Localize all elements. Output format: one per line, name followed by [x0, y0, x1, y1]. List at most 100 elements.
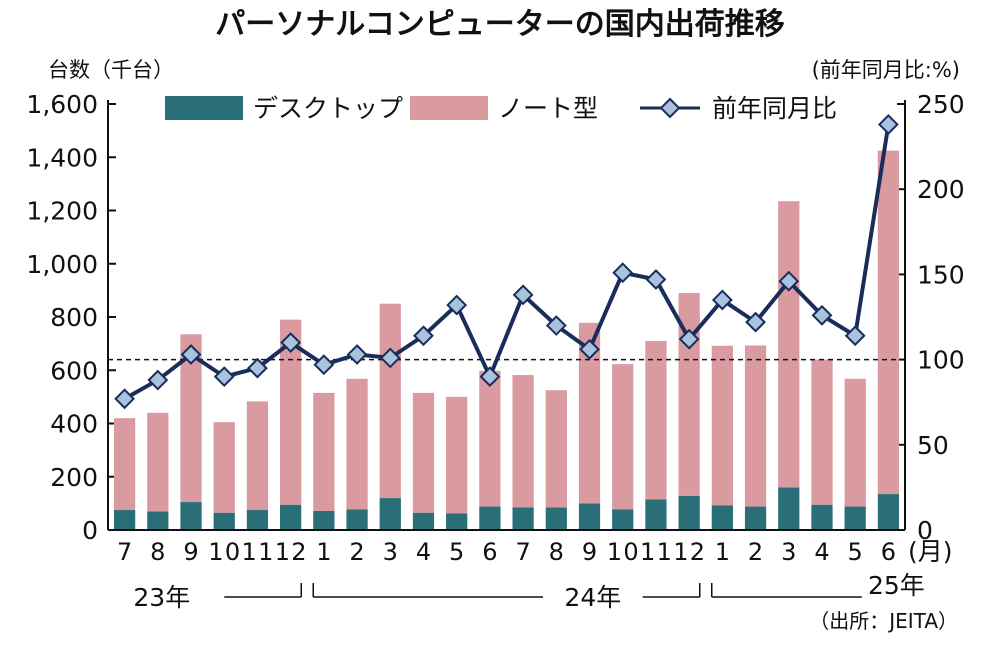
left-axis-ticks: 0 200 400 600 800 1,000 1,200 1,400 1,600	[26, 90, 116, 545]
bar-desktop	[280, 504, 302, 530]
bar-desktop	[778, 487, 800, 530]
yoy-marker	[811, 304, 833, 326]
axis-frame	[107, 100, 906, 531]
bar-notebook	[877, 150, 900, 495]
source-note: （出所：JEITA）	[809, 609, 958, 633]
legend-swatch-desktop	[165, 96, 243, 120]
bar-notebook	[645, 340, 667, 500]
bar-series	[113, 150, 900, 530]
legend-label-desktop: デスクトップ	[253, 94, 403, 123]
bar-desktop	[113, 510, 136, 530]
bar-notebook	[346, 378, 368, 510]
bar-notebook	[811, 359, 833, 505]
yoy-marker	[612, 262, 634, 284]
bar-desktop	[246, 510, 269, 530]
year-label-25: 25年	[868, 571, 925, 600]
bar-notebook	[778, 201, 800, 488]
bar-desktop	[180, 502, 202, 530]
x-axis-ticks: 7 8 9 10 11 12 1 2 3 4 5 6 7 8 9 10 11 12 1 2 3 4 5 6	[117, 538, 896, 566]
legend: デスクトップ ノート型 前年同月比	[165, 94, 837, 123]
yoy-marker	[877, 114, 899, 135]
x-tick-label: 10	[208, 538, 240, 566]
x-tick-label: 12	[673, 538, 705, 566]
year-label-24: 24年	[564, 583, 621, 612]
right-tick-label: 200	[917, 175, 965, 204]
yoy-marker	[147, 369, 169, 391]
left-tick-label: 1,000	[26, 250, 98, 279]
bar-notebook	[280, 319, 302, 505]
x-tick-label: 2	[349, 538, 364, 566]
year-labels: 23年 24年 25年	[133, 571, 924, 612]
bar-notebook	[113, 418, 136, 511]
bar-desktop	[645, 499, 667, 530]
x-tick-label: 5	[848, 538, 863, 566]
yoy-marker	[280, 332, 302, 353]
yoy-marker	[579, 338, 600, 360]
right-tick-label: 100	[917, 346, 965, 375]
bar-desktop	[844, 506, 866, 530]
x-tick-label: 2	[748, 538, 763, 566]
yoy-marker	[180, 344, 202, 365]
left-tick-label: 200	[50, 463, 98, 492]
x-tick-label: 9	[582, 538, 597, 566]
yoy-marker	[711, 289, 733, 311]
bar-notebook	[446, 396, 468, 514]
bar-notebook	[744, 345, 767, 507]
x-tick-label: 6	[482, 538, 497, 566]
bar-desktop	[512, 507, 534, 530]
yoy-marker	[446, 294, 468, 316]
bar-desktop	[877, 494, 900, 530]
bar-notebook	[246, 401, 269, 511]
bar-desktop	[744, 506, 767, 530]
x-tick-label: 7	[117, 538, 132, 566]
x-tick-label: 1	[316, 538, 331, 566]
legend-label-notebook: ノート型	[498, 94, 598, 123]
left-tick-label: 1,400	[26, 143, 98, 172]
yoy-marker	[479, 366, 501, 388]
left-tick-label: 400	[50, 410, 98, 439]
bar-desktop	[379, 498, 401, 530]
left-tick-label: 1,200	[26, 197, 98, 226]
chart-title: パーソナルコンピューターの国内出荷推移	[215, 7, 784, 42]
left-tick-label: 800	[50, 303, 98, 332]
x-tick-label: 12	[275, 538, 307, 566]
bar-notebook	[180, 334, 202, 503]
left-tick-label: 0	[82, 516, 98, 545]
x-tick-label: 9	[183, 538, 198, 566]
bar-desktop	[479, 506, 501, 530]
yoy-marker	[678, 328, 700, 350]
yoy-marker	[313, 354, 335, 376]
bar-notebook	[612, 364, 634, 510]
legend-label-yoy: 前年同月比	[712, 94, 837, 123]
bar-desktop	[213, 512, 235, 530]
bar-desktop	[446, 513, 468, 530]
bar-notebook	[147, 412, 169, 512]
bar-notebook	[711, 345, 733, 506]
right-tick-label: 150	[917, 260, 965, 289]
yoy-marker	[745, 311, 766, 333]
bar-desktop	[711, 505, 733, 530]
x-tick-label: 5	[449, 538, 464, 566]
yoy-marker	[114, 388, 136, 410]
x-axis-unit: (月)	[908, 537, 953, 566]
bar-desktop	[578, 503, 601, 530]
bar-notebook	[479, 370, 501, 507]
yoy-marker	[346, 344, 368, 365]
right-tick-label: 250	[917, 90, 965, 119]
x-tick-label: 3	[383, 538, 398, 566]
x-tick-label: 7	[515, 538, 530, 566]
bar-notebook	[844, 378, 866, 507]
right-tick-label: 0	[917, 516, 933, 545]
bar-notebook	[578, 322, 601, 504]
bar-notebook	[412, 392, 435, 513]
x-tick-label: 3	[781, 538, 796, 566]
yoy-line	[123, 124, 891, 401]
x-tick-label: 10	[607, 538, 639, 566]
right-axis-ticks: 0 50 100 150 200 250	[897, 90, 965, 545]
bar-notebook	[379, 303, 401, 499]
x-tick-label: 1	[715, 538, 730, 566]
bar-notebook	[213, 422, 235, 513]
yoy-marker	[545, 315, 567, 336]
legend-swatch-notebook	[410, 96, 488, 120]
